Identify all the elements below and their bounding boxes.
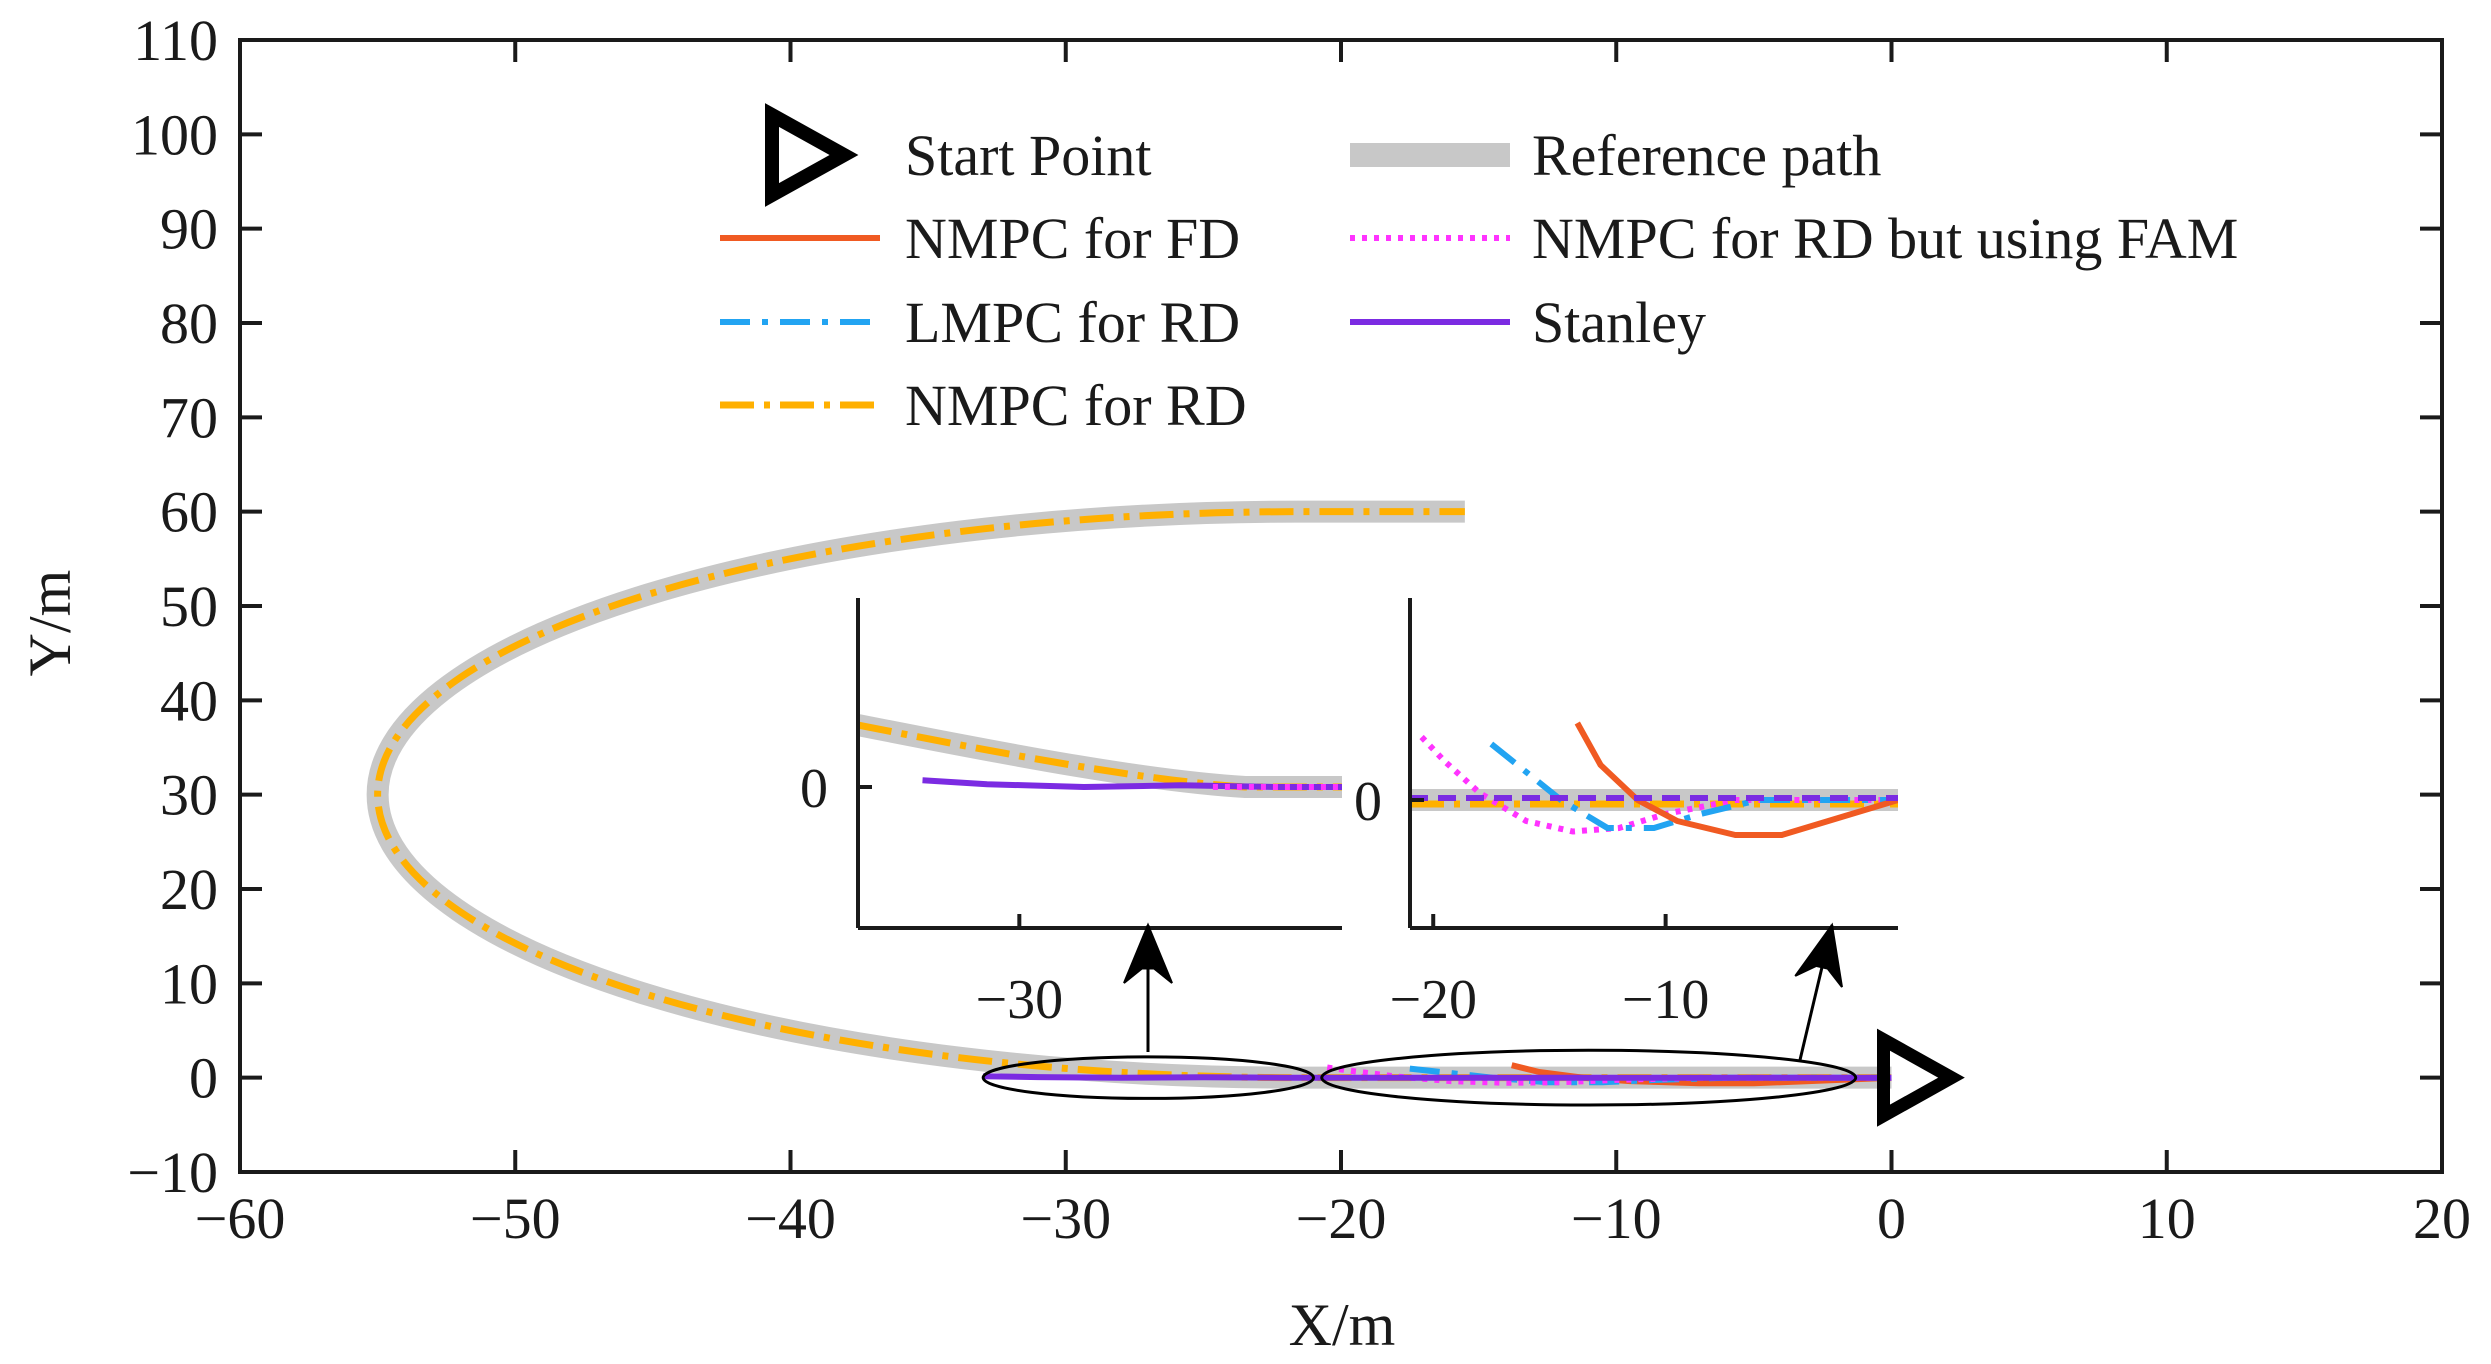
y-tick-label: 110 [133, 8, 218, 73]
legend-label: Start Point [905, 123, 1152, 188]
focus-ellipse-right [1320, 1048, 1858, 1107]
legend-swatch-start-point [765, 103, 859, 207]
x-tick-label: −20 [1296, 1186, 1387, 1251]
y-tick-label: 60 [160, 480, 218, 545]
x-axis-label: X/m [1289, 1292, 1396, 1358]
x-tick-label: 20 [2413, 1186, 2471, 1251]
y-tick-label: 50 [160, 574, 218, 639]
x-tick-label: 0 [1877, 1186, 1906, 1251]
legend-label: Stanley [1532, 290, 1706, 355]
y-tick-label: 70 [160, 385, 218, 450]
legend: Start Point Reference path NMPC for FD NMPC… [720, 103, 2238, 438]
insets: 0 −30 0 −20 −10 [800, 598, 1898, 1061]
arrow-head [1123, 922, 1173, 984]
legend-item-start-point: Start Point [765, 103, 1152, 207]
legend-item-lmpc-for-rd: LMPC for RD [720, 290, 1240, 355]
x-tick-label: −50 [470, 1186, 561, 1251]
legend-item-nmpc-for-rd-but-using-fam: NMPC for RD but using FAM [1350, 206, 2238, 271]
legend-label: NMPC for RD but using FAM [1532, 206, 2238, 271]
arrow-left-inset [1123, 922, 1173, 1052]
inset-right: 0 −20 −10 [1354, 598, 1898, 1031]
legend-label: NMPC for FD [905, 206, 1240, 271]
inset-plot-area [858, 714, 1342, 798]
inset-plot-area [1410, 721, 1898, 838]
main-axes: −60 −50 −40 −30 −20 −10 0 10 20 −10 0 10 20 30 40 50 60 7… [127, 8, 2471, 1251]
y-tick-label: 20 [160, 857, 218, 922]
legend-item-stanley: Stanley [1350, 290, 1706, 355]
inset-background [1410, 598, 1898, 928]
y-tick-label: 0 [189, 1046, 218, 1111]
focus-ellipse-left [981, 1055, 1315, 1100]
legend-label: NMPC for RD [905, 373, 1247, 438]
y-tick-label: 80 [160, 291, 218, 356]
x-tick-label: −10 [1571, 1186, 1662, 1251]
x-tick-label: −60 [195, 1186, 286, 1251]
inset-left: 0 −30 [800, 598, 1342, 1031]
x-tick-label: 10 [2138, 1186, 2196, 1251]
y-tick-label: 90 [160, 197, 218, 262]
legend-label: Reference path [1532, 123, 1881, 188]
y-tick-label: 10 [160, 951, 218, 1016]
legend-item-reference-path: Reference path [1350, 123, 1881, 188]
inset-x-tick-label: −30 [976, 969, 1064, 1031]
arrow-right-inset [1794, 922, 1843, 1061]
main-plot [366, 500, 1965, 1127]
y-tick-label: 100 [131, 102, 218, 167]
arrow-head [1794, 922, 1843, 988]
y-tick-label: 40 [160, 668, 218, 733]
inset-y-tick-label: 0 [800, 758, 828, 820]
start-point-marker [1877, 1028, 1965, 1127]
legend-item-nmpc-for-rd: NMPC for RD [720, 373, 1247, 438]
x-tick-label: −40 [745, 1186, 836, 1251]
legend-label: LMPC for RD [905, 290, 1240, 355]
legend-item-nmpc-for-fd: NMPC for FD [720, 206, 1240, 271]
y-tick-label: −10 [127, 1140, 218, 1205]
inset-series-nmpc-for-rd-but-using-fam [1419, 734, 1898, 835]
inset-x-tick-label: −20 [1389, 969, 1477, 1031]
series-nmpc-for-rd-line [374, 508, 1892, 1082]
x-tick-label: −30 [1020, 1186, 1111, 1251]
series-stanley-line [983, 1073, 1892, 1081]
inset-series-nmpc-for-fd [1574, 721, 1898, 838]
y-tick-label: 30 [160, 763, 218, 828]
inset-x-tick-label: −10 [1622, 969, 1710, 1031]
inset-y-tick-label: 0 [1354, 771, 1382, 833]
y-axis-label: Y/m [17, 570, 83, 677]
